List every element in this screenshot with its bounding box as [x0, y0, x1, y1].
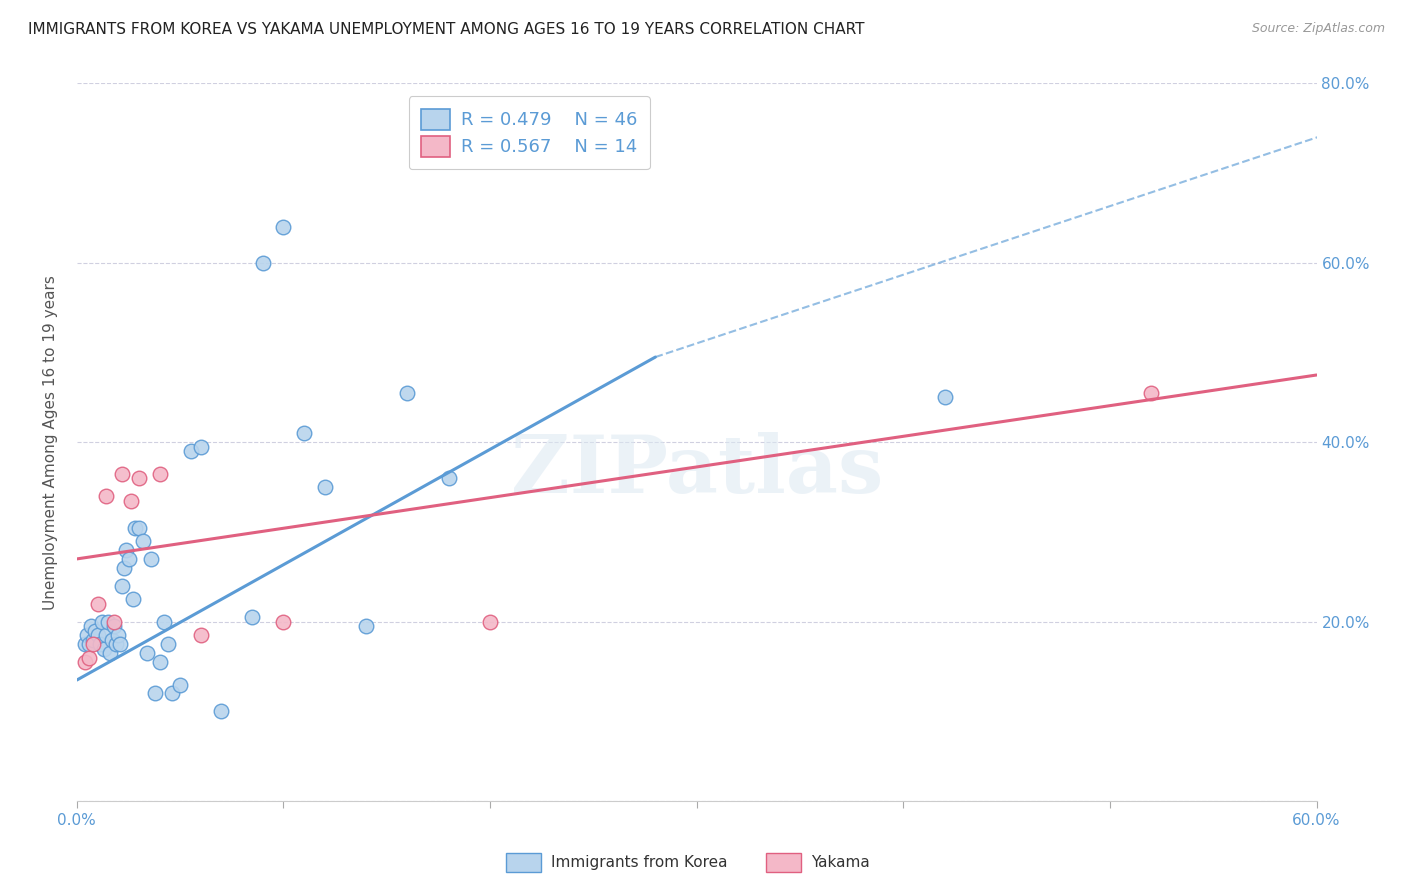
Point [314, 480, 336, 494]
Point [103, 615, 125, 629]
Point [94, 489, 117, 503]
Point [111, 579, 134, 593]
Point [94, 628, 117, 642]
Point [479, 615, 502, 629]
Point [354, 619, 377, 633]
Point [273, 615, 295, 629]
Point [179, 444, 201, 458]
Point [77, 650, 100, 665]
Point [86, 597, 108, 611]
Point [156, 637, 179, 651]
Point [211, 705, 233, 719]
Point [98, 646, 121, 660]
Point [75, 637, 97, 651]
Legend: R = 0.479    N = 46, R = 0.567    N = 14: R = 0.479 N = 46, R = 0.567 N = 14 [409, 96, 650, 169]
Point [105, 637, 128, 651]
Point [80, 619, 103, 633]
Point [101, 632, 124, 647]
Point [117, 552, 139, 566]
Point [97, 615, 120, 629]
Point [112, 561, 135, 575]
Point [145, 686, 167, 700]
Point [75, 655, 97, 669]
Point [136, 646, 159, 660]
Point [190, 628, 212, 642]
Text: Immigrants from Korea: Immigrants from Korea [551, 855, 728, 870]
Point [292, 426, 315, 441]
Point [103, 619, 125, 633]
Point [82, 637, 104, 651]
Point [86, 628, 108, 642]
Point [115, 543, 138, 558]
Point [121, 592, 143, 607]
Point [128, 471, 150, 485]
Point [396, 386, 419, 401]
Point [124, 520, 146, 534]
Point [242, 610, 264, 624]
Point [84, 624, 107, 638]
Point [252, 256, 274, 270]
Point [120, 493, 142, 508]
Point [148, 655, 170, 669]
Point [111, 467, 134, 481]
Point [90, 615, 112, 629]
Text: Yakama: Yakama [811, 855, 870, 870]
Point [132, 533, 155, 548]
Point [190, 440, 212, 454]
Point [110, 637, 132, 651]
Point [934, 391, 956, 405]
Point [1140, 386, 1163, 401]
Y-axis label: Unemployment Among Ages 16 to 19 years: Unemployment Among Ages 16 to 19 years [44, 275, 58, 610]
Point [76, 628, 98, 642]
Point [437, 471, 460, 485]
Text: IMMIGRANTS FROM KOREA VS YAKAMA UNEMPLOYMENT AMONG AGES 16 TO 19 YEARS CORRELATI: IMMIGRANTS FROM KOREA VS YAKAMA UNEMPLOY… [28, 22, 865, 37]
Point [273, 219, 295, 234]
Point [148, 467, 170, 481]
Point [77, 637, 100, 651]
Point [169, 677, 191, 691]
Point [89, 637, 111, 651]
Point [160, 686, 183, 700]
Text: Source: ZipAtlas.com: Source: ZipAtlas.com [1251, 22, 1385, 36]
Point [128, 520, 150, 534]
Point [107, 628, 129, 642]
Point [141, 552, 163, 566]
Point [82, 632, 104, 647]
Point [152, 615, 174, 629]
Point [93, 641, 115, 656]
Text: ZIPatlas: ZIPatlas [510, 432, 883, 510]
